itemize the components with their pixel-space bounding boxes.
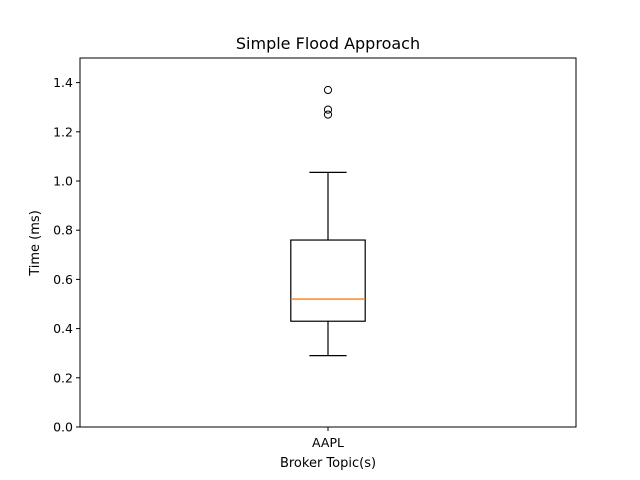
- x-axis-label: Broker Topic(s): [280, 456, 376, 471]
- x-tick-label: AAPL: [312, 435, 344, 450]
- y-tick-label: 0.6: [53, 272, 73, 287]
- outlier-point: [323, 110, 333, 119]
- box-group: [290, 85, 366, 357]
- chart-title: Simple Flood Approach: [236, 34, 420, 53]
- y-tick-label: 1.0: [53, 174, 73, 189]
- y-tick-label: 1.4: [53, 75, 73, 90]
- y-tick-label: 1.2: [53, 124, 73, 139]
- outlier-point: [323, 85, 333, 95]
- y-axis-label: Time (ms): [28, 210, 43, 277]
- y-tick-label: 0.0: [53, 420, 73, 435]
- y-tick-label: 0.2: [53, 370, 73, 385]
- box: [290, 239, 366, 322]
- boxplot-series: [290, 85, 366, 357]
- plot-area: [79, 57, 577, 428]
- y-axis: 0.0 0.2 0.4 0.6 0.8 1.0 1.2 1.4: [53, 75, 80, 435]
- y-tick-label: 0.8: [53, 223, 73, 238]
- y-tick-label: 0.4: [53, 321, 73, 336]
- x-axis: AAPL: [312, 427, 344, 450]
- outlier-point: [323, 105, 333, 114]
